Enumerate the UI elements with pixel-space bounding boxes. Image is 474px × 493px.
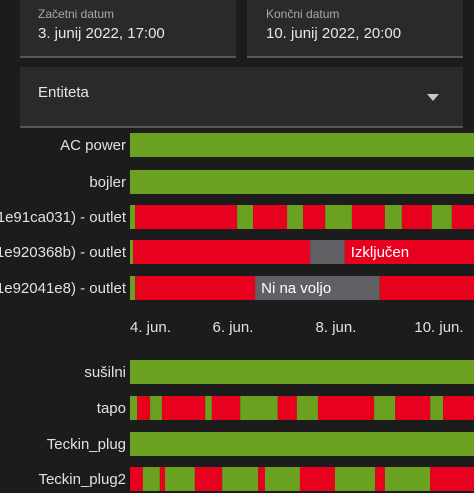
field-value: 10. junij 2022, 20:00 <box>266 25 401 42</box>
timeline-segment <box>159 467 166 491</box>
timeline-segment <box>310 240 345 264</box>
timeline-segment <box>194 467 223 491</box>
timeline-segment <box>451 205 474 229</box>
timeline-segment <box>130 240 134 264</box>
timeline-segment <box>135 205 238 229</box>
row-label: bojler <box>89 174 126 191</box>
end-date-field[interactable]: Končni datum 10. junij 2022, 20:00 <box>247 0 463 58</box>
timeline-segment <box>133 240 311 264</box>
timeline-segment <box>130 467 143 491</box>
timeline-segment <box>240 396 278 420</box>
timeline-segment <box>430 396 444 420</box>
timeline-segment <box>130 170 474 194</box>
timeline-segment <box>253 205 288 229</box>
timeline-segment <box>325 205 352 229</box>
timeline-segment <box>130 360 474 384</box>
row-label: Teckin_plug2 <box>38 471 126 488</box>
row-label: 1e920368b) - outlet <box>0 244 127 261</box>
timeline-segment <box>375 467 385 491</box>
segment-label: Ni na voljo <box>261 280 331 297</box>
timeline-segment <box>135 276 256 300</box>
timeline-segment <box>165 467 195 491</box>
timeline-segment <box>222 467 259 491</box>
timeline-segment <box>150 396 162 420</box>
timeline-segment <box>334 467 376 491</box>
segment-label: Izključen <box>351 244 409 261</box>
row-label: 1e92041e8) - outlet <box>0 280 127 297</box>
entity-picker[interactable]: Entiteta <box>20 67 463 128</box>
timeline-segment <box>384 467 431 491</box>
timeline-segment <box>161 396 206 420</box>
timeline-segment <box>351 205 385 229</box>
x-tick-label: 6. jun. <box>213 319 254 336</box>
timeline-segment <box>401 205 432 229</box>
timeline-segment <box>130 432 474 456</box>
timeline-segment <box>287 205 304 229</box>
field-box <box>247 0 463 57</box>
timeline-segment <box>264 467 300 491</box>
timeline-segment <box>395 396 431 420</box>
x-tick-label: 8. jun. <box>316 319 357 336</box>
field-box <box>20 0 236 57</box>
timeline-segment <box>277 396 297 420</box>
row-label: 1e91ca031) - outlet <box>0 209 127 226</box>
timeline-segment <box>431 205 452 229</box>
row-label: sušilni <box>84 364 126 381</box>
timeline-segment <box>374 396 396 420</box>
timeline-segment <box>255 276 380 300</box>
timeline-segment <box>430 467 474 491</box>
field-label: Entiteta <box>38 84 90 101</box>
row-label: tapo <box>97 400 126 417</box>
timeline-segment <box>130 205 136 229</box>
x-tick-label: 10. jun. <box>414 319 463 336</box>
timeline-segment <box>296 396 318 420</box>
field-value: 3. junij 2022, 17:00 <box>38 25 165 42</box>
x-tick-label: 4. jun. <box>130 319 171 336</box>
timeline-segment <box>443 396 474 420</box>
timeline-segment <box>344 240 474 264</box>
timeline-segment <box>379 276 474 300</box>
timeline-segment <box>317 396 375 420</box>
dropdown-arrow <box>427 94 439 101</box>
timeline-segment <box>130 133 474 157</box>
timeline-segment <box>237 205 254 229</box>
row-label: Teckin_plug <box>47 436 126 453</box>
row-label: AC power <box>60 137 126 154</box>
timeline-segment <box>303 205 326 229</box>
field-label: Začetni datum <box>38 7 114 21</box>
field-label: Končni datum <box>266 7 339 21</box>
timeline-segment <box>299 467 335 491</box>
field-box <box>20 67 463 127</box>
timeline-segment <box>142 467 160 491</box>
timeline-segment <box>211 396 241 420</box>
timeline-segment <box>205 396 212 420</box>
timeline-segment <box>258 467 265 491</box>
timeline-segment <box>130 276 136 300</box>
timeline-segment <box>137 396 151 420</box>
timeline-segment <box>384 205 402 229</box>
start-date-field[interactable]: Začetni datum 3. junij 2022, 17:00 <box>20 0 236 58</box>
timeline-segment <box>130 396 138 420</box>
